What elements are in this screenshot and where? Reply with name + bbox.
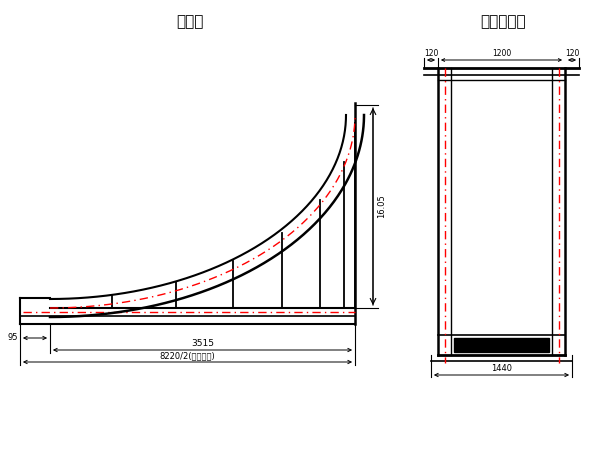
Text: 跨中横断面: 跨中横断面 [480, 14, 526, 30]
Text: 1200: 1200 [492, 49, 511, 58]
Text: 95: 95 [7, 333, 18, 342]
Text: 120: 120 [565, 49, 579, 58]
Polygon shape [454, 338, 549, 352]
Text: 120: 120 [424, 49, 438, 58]
Text: 半立面: 半立面 [176, 14, 203, 30]
Text: 3515: 3515 [191, 339, 214, 348]
Text: 1440: 1440 [491, 364, 512, 373]
Text: 8220/2(桥拱全长): 8220/2(桥拱全长) [160, 351, 215, 360]
Text: 16.05: 16.05 [377, 194, 386, 218]
